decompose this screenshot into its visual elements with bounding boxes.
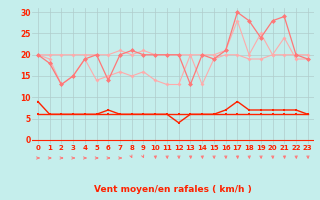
Text: Vent moyen/en rafales ( km/h ): Vent moyen/en rafales ( km/h ) — [94, 185, 252, 194]
